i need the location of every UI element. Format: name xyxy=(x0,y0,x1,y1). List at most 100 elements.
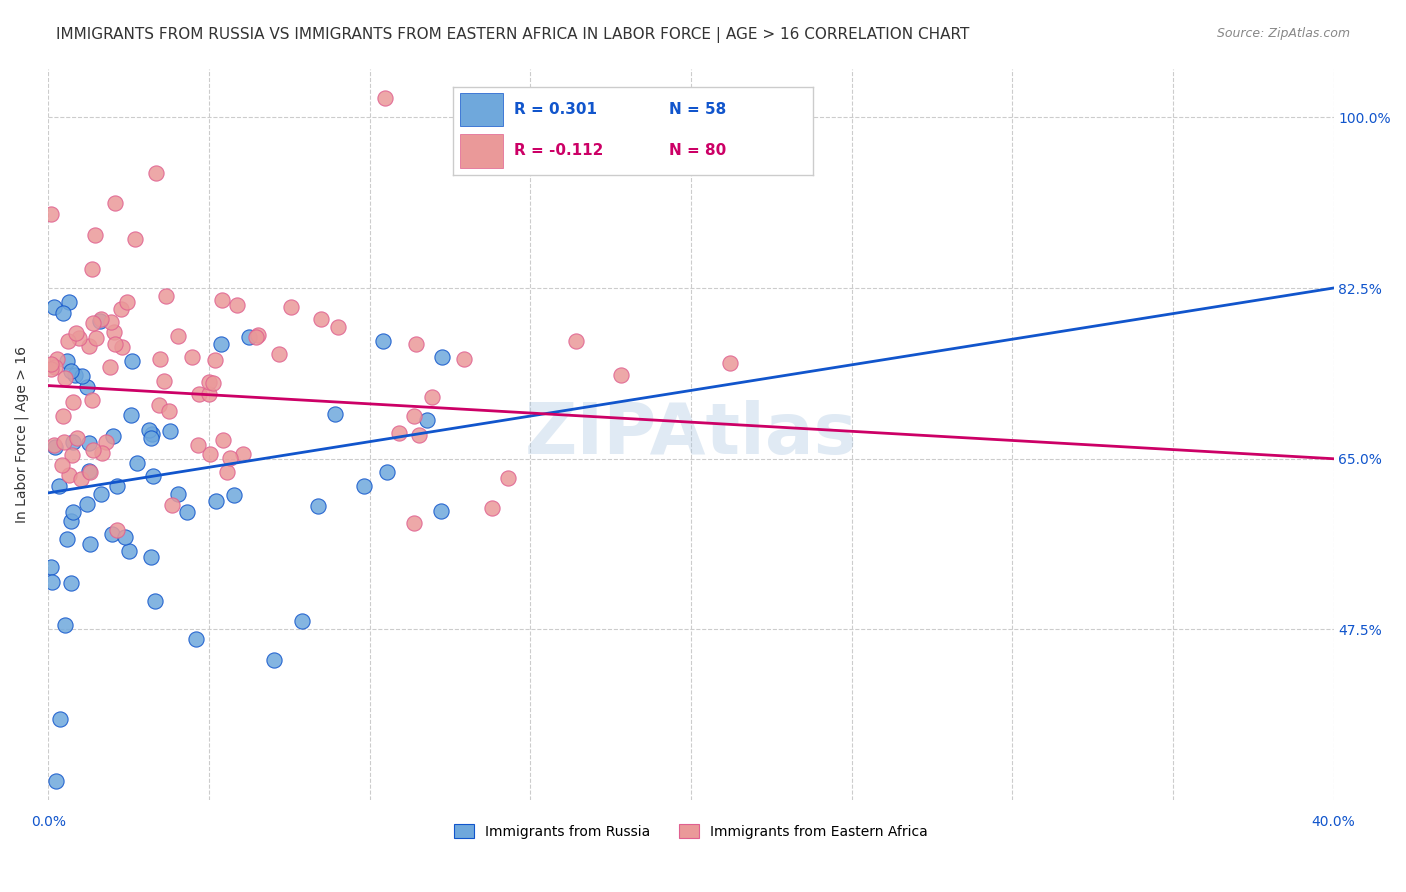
Point xyxy=(139,431,162,445)
Point xyxy=(51,458,73,473)
Point xyxy=(58,467,80,482)
Point xyxy=(76,380,98,394)
Point xyxy=(718,356,741,370)
Point xyxy=(232,447,254,461)
Point xyxy=(45,352,67,367)
Point xyxy=(375,465,398,479)
Point xyxy=(52,434,75,449)
Point xyxy=(141,427,163,442)
Point xyxy=(124,232,146,246)
Point xyxy=(52,306,75,320)
Text: 0.0%: 0.0% xyxy=(31,814,66,829)
Point xyxy=(104,336,127,351)
Point xyxy=(79,536,101,550)
Point xyxy=(83,227,105,242)
Point xyxy=(103,429,125,443)
Point xyxy=(143,594,166,608)
Point xyxy=(44,360,66,375)
Text: Source: ZipAtlas.com: Source: ZipAtlas.com xyxy=(1216,27,1350,40)
Point xyxy=(60,364,83,378)
Point xyxy=(198,386,221,401)
Point xyxy=(371,334,394,348)
Point xyxy=(402,516,425,531)
Point xyxy=(65,326,87,340)
Point xyxy=(610,368,633,382)
Point xyxy=(405,337,427,351)
Point xyxy=(89,314,111,328)
Point xyxy=(186,632,208,646)
Point xyxy=(104,196,127,211)
Point xyxy=(79,465,101,479)
Point xyxy=(100,359,122,374)
Point xyxy=(44,440,66,454)
Point xyxy=(219,450,242,465)
Point xyxy=(84,331,107,345)
Point xyxy=(176,505,198,519)
Point xyxy=(188,386,211,401)
Point xyxy=(118,544,141,558)
Point xyxy=(267,346,290,360)
Point xyxy=(114,530,136,544)
Point xyxy=(103,326,125,340)
Point xyxy=(159,404,181,418)
Point xyxy=(76,497,98,511)
Text: ZIPAtlas: ZIPAtlas xyxy=(524,400,858,469)
Point xyxy=(53,618,76,632)
Point xyxy=(138,423,160,437)
Point xyxy=(353,479,375,493)
Point xyxy=(388,426,411,441)
Point xyxy=(121,354,143,368)
Point xyxy=(56,354,79,368)
Point xyxy=(41,559,63,574)
Point xyxy=(52,409,75,424)
Point xyxy=(120,409,142,423)
Point xyxy=(211,293,233,307)
Point xyxy=(59,575,82,590)
Point xyxy=(374,91,396,105)
Point xyxy=(145,166,167,180)
Point xyxy=(82,317,104,331)
Point xyxy=(67,331,90,345)
Point xyxy=(105,479,128,493)
Point xyxy=(41,357,63,371)
Point xyxy=(115,295,138,310)
Point xyxy=(58,294,80,309)
Point xyxy=(65,431,87,445)
Point xyxy=(402,409,425,423)
Point xyxy=(70,368,93,383)
Point xyxy=(48,479,70,493)
Point xyxy=(101,527,124,541)
Point xyxy=(42,300,65,314)
Point xyxy=(202,376,225,391)
Point xyxy=(222,488,245,502)
Text: 40.0%: 40.0% xyxy=(1312,814,1355,829)
Point xyxy=(105,523,128,537)
Point xyxy=(408,428,430,442)
Point xyxy=(62,395,84,409)
Point xyxy=(149,352,172,367)
Point xyxy=(453,352,475,367)
Point xyxy=(167,487,190,501)
Point xyxy=(49,712,72,726)
Point xyxy=(77,338,100,352)
Point xyxy=(56,334,79,349)
Point xyxy=(77,464,100,478)
Point xyxy=(90,486,112,500)
Point xyxy=(245,329,267,343)
Point xyxy=(94,435,117,450)
Point xyxy=(63,368,86,382)
Point xyxy=(91,445,114,459)
Point xyxy=(77,436,100,450)
Point xyxy=(290,614,312,628)
Point xyxy=(167,328,190,343)
Point xyxy=(432,350,454,364)
Point xyxy=(564,334,586,348)
Point xyxy=(41,362,63,376)
Point xyxy=(416,413,439,427)
Point xyxy=(307,499,329,513)
Point xyxy=(159,424,181,438)
Point xyxy=(160,498,183,512)
Text: IMMIGRANTS FROM RUSSIA VS IMMIGRANTS FROM EASTERN AFRICA IN LABOR FORCE | AGE > : IMMIGRANTS FROM RUSSIA VS IMMIGRANTS FRO… xyxy=(56,27,970,43)
Point xyxy=(238,330,260,344)
Point xyxy=(263,653,285,667)
